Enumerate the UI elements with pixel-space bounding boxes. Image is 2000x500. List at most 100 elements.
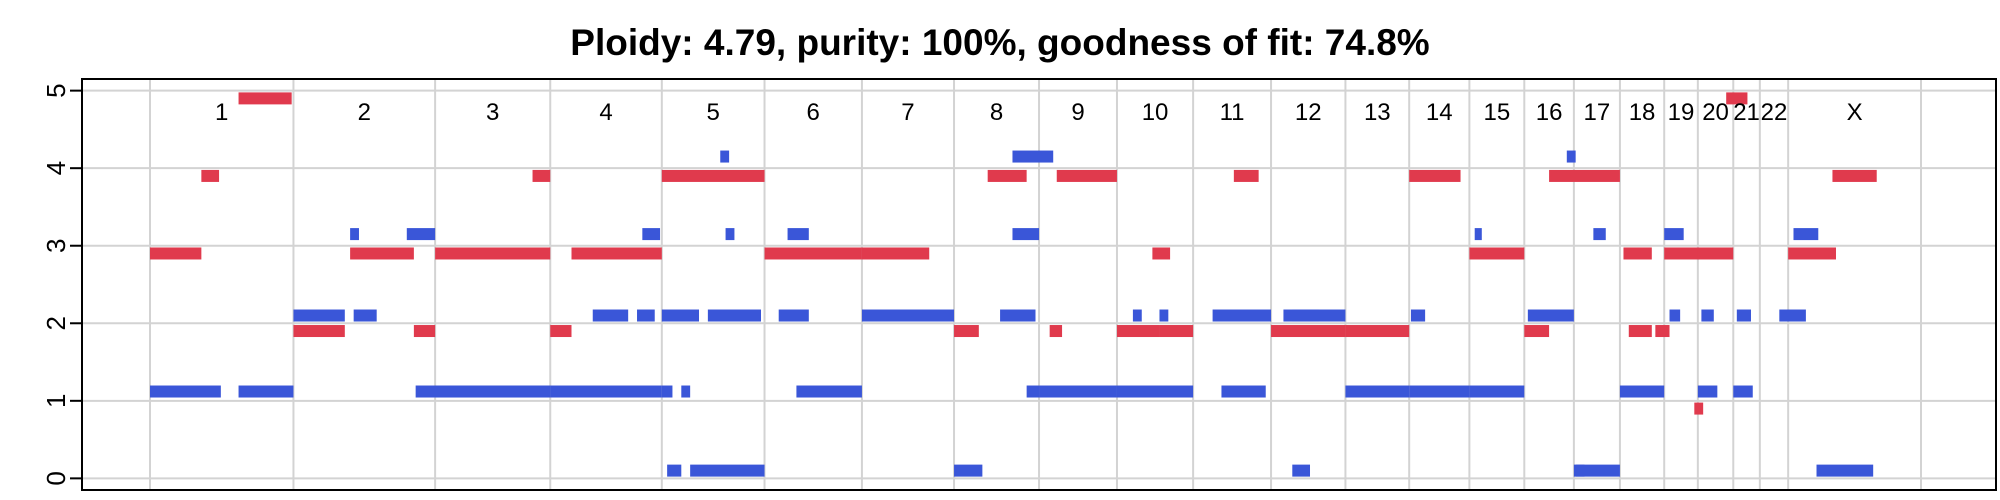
major-allele-segment	[1292, 464, 1311, 477]
minor-allele-segment	[350, 247, 414, 260]
major-allele-segment	[637, 309, 655, 322]
major-allele-segment	[1012, 228, 1040, 241]
major-allele-segment	[1779, 309, 1806, 322]
major-allele-segment	[1619, 385, 1665, 398]
major-allele-segment	[1816, 464, 1874, 477]
major-allele-segment	[1593, 228, 1606, 241]
minor-allele-segment	[413, 325, 436, 338]
major-allele-segment	[725, 228, 735, 241]
chromosome-label: 22	[1761, 99, 1788, 126]
minor-allele-segment	[1159, 325, 1194, 338]
major-allele-segment	[1469, 385, 1525, 398]
chromosome-label: 10	[1142, 99, 1169, 126]
chromosome-label: 9	[1071, 99, 1084, 126]
major-allele-segment	[1212, 309, 1272, 322]
major-allele-segment	[1221, 385, 1266, 398]
segments-layer	[150, 92, 1877, 477]
chromosome-label: 5	[706, 99, 719, 126]
major-allele-segment	[1000, 309, 1036, 322]
minor-allele-segment	[1049, 325, 1063, 338]
major-allele-segment	[787, 228, 809, 241]
minor-allele-segment	[435, 247, 551, 260]
major-allele-segment	[954, 464, 983, 477]
minor-allele-segment	[1345, 325, 1410, 338]
major-allele-segment	[1039, 385, 1117, 398]
major-allele-segment	[681, 385, 691, 398]
minor-allele-segment	[201, 169, 220, 182]
major-allele-segment	[1410, 309, 1426, 322]
chromosome-label: 12	[1295, 99, 1322, 126]
minor-allele-segment	[1664, 247, 1700, 260]
major-allele-segment	[353, 309, 377, 322]
major-allele-segment	[1733, 385, 1753, 398]
major-allele-segment	[661, 385, 673, 398]
major-allele-segment	[1132, 309, 1142, 322]
major-allele-segment	[861, 309, 955, 322]
chromosome-label: 19	[1668, 99, 1695, 126]
minor-allele-segment	[1152, 247, 1171, 260]
minor-allele-segment	[1655, 325, 1670, 338]
major-allele-segment	[406, 228, 436, 241]
major-allele-segment	[1664, 228, 1684, 241]
minor-allele-segment	[1469, 247, 1525, 260]
chromosome-label: 17	[1584, 99, 1611, 126]
minor-allele-segment	[571, 247, 662, 260]
chart-title: Ploidy: 4.79, purity: 100%, goodness of …	[570, 22, 1429, 63]
major-allele-segment	[1283, 309, 1319, 322]
minor-allele-segment	[1628, 325, 1652, 338]
minor-allele-segment	[1233, 169, 1259, 182]
y-tick-label: 4	[41, 161, 71, 175]
major-allele-segment	[1345, 385, 1410, 398]
minor-allele-segment	[1524, 325, 1550, 338]
major-allele-segment	[1527, 309, 1574, 322]
minor-allele-segment	[661, 169, 765, 182]
major-allele-segment	[592, 309, 629, 322]
minor-allele-segment	[1726, 92, 1748, 105]
minor-allele-segment	[1832, 169, 1877, 182]
major-allele-segment	[1701, 309, 1714, 322]
major-allele-segment	[1409, 385, 1470, 398]
minor-allele-segment	[861, 247, 930, 260]
major-allele-segment	[238, 385, 294, 398]
chromosome-label: 18	[1629, 99, 1656, 126]
major-allele-segment	[1669, 309, 1681, 322]
minor-allele-segment	[1623, 247, 1652, 260]
major-allele-segment	[690, 464, 765, 477]
minor-allele-segment	[293, 325, 345, 338]
chromosome-label: 8	[990, 99, 1003, 126]
major-allele-segment	[1697, 385, 1718, 398]
chromosome-label: 3	[486, 99, 499, 126]
chromosome-label: 16	[1536, 99, 1563, 126]
chromosome-labels: 1 2 3 4 5 6 7 8 9 10 11 12 13 14 15 16 17 18 19 20 21 22 X	[215, 99, 1863, 126]
chromosome-label: 15	[1483, 99, 1510, 126]
chromosome-label: X	[1847, 99, 1863, 126]
minor-allele-segment	[1788, 247, 1836, 260]
y-tick-label: 3	[41, 238, 71, 252]
major-allele-segment	[1793, 228, 1819, 241]
chromosome-label: 13	[1364, 99, 1391, 126]
minor-allele-segment	[954, 325, 979, 338]
major-allele-segment	[550, 385, 662, 398]
minor-allele-segment	[150, 247, 202, 260]
y-tick-label: 5	[41, 83, 71, 97]
major-allele-segment	[1474, 228, 1482, 241]
major-allele-segment	[435, 385, 551, 398]
minor-allele-segment	[550, 325, 572, 338]
chromosome-label: 1	[215, 99, 228, 126]
major-allele-segment	[1012, 150, 1054, 163]
major-allele-segment	[1575, 464, 1620, 477]
major-allele-segment	[707, 309, 761, 322]
major-allele-segment	[1116, 385, 1194, 398]
chromosome-label: 21	[1733, 99, 1760, 126]
major-allele-segment	[350, 228, 359, 241]
major-allele-segment	[778, 309, 809, 322]
major-allele-segment	[661, 309, 700, 322]
minor-allele-segment	[1549, 169, 1620, 182]
plot-frame	[81, 78, 1997, 491]
major-allele-segment	[1026, 385, 1040, 398]
y-tick-label: 2	[41, 316, 71, 330]
major-allele-segment	[642, 228, 661, 241]
y-tick-label: 1	[41, 394, 71, 408]
minor-allele-segment	[1056, 169, 1117, 182]
minor-allele-segment	[1409, 169, 1461, 182]
